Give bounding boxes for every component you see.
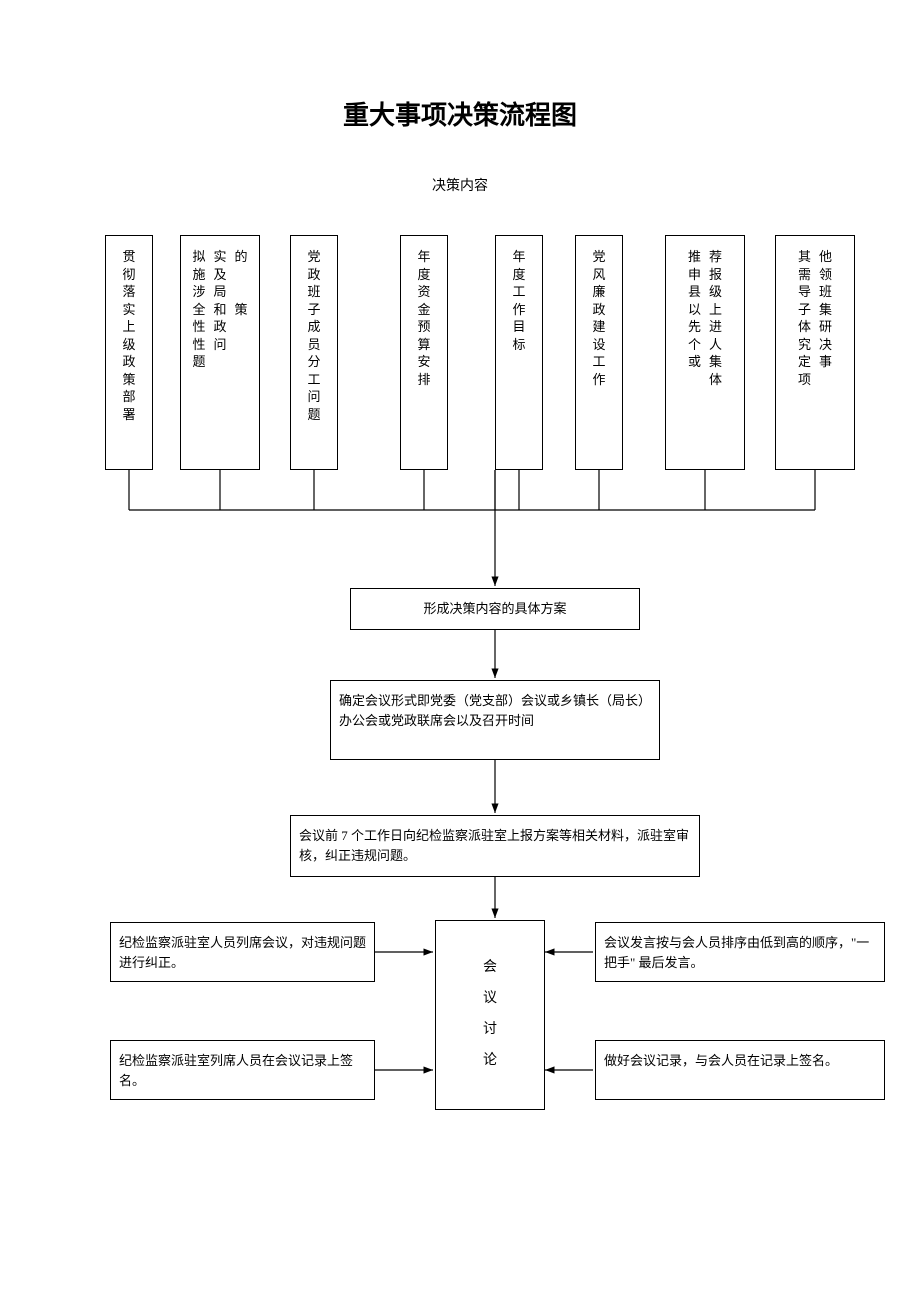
note-left-sign: 纪检监察派驻室列席人员在会议记录上签名。 (110, 1040, 375, 1100)
note-right-record: 做好会议记录，与会人员在记录上签名。 (595, 1040, 885, 1100)
note-text: 会议发言按与会人员排序由低到高的顺序，"一把手" 最后发言。 (604, 935, 869, 970)
step4-char: 论 (483, 1046, 497, 1077)
step4-char: 议 (483, 984, 497, 1015)
decision-item-4: 年度资金预算安排 (400, 235, 448, 470)
note-left-attend: 纪检监察派驻室人员列席会议，对违规问题进行纠正。 (110, 922, 375, 982)
note-text: 做好会议记录，与会人员在记录上签名。 (604, 1053, 838, 1068)
decision-item-8: 其需导子体究定项他领班集研决事 (775, 235, 855, 470)
step-form-plan: 形成决策内容的具体方案 (350, 588, 640, 630)
decision-item-3: 党政班子成员分工问题 (290, 235, 338, 470)
note-text: 纪检监察派驻室人员列席会议，对违规问题进行纠正。 (119, 935, 366, 970)
step-meeting-form: 确定会议形式即党委（党支部）会议或乡镇长（局长）办公会或党政联席会以及召开时间 (330, 680, 660, 760)
step-text: 会议前 7 个工作日向纪检监察派驻室上报方案等相关材料，派驻室审核，纠正违规问题… (299, 828, 689, 863)
subtitle: 决策内容 (0, 175, 920, 195)
decision-item-7: 推申县以先个或荐报级上进人集体 (665, 235, 745, 470)
decision-item-5: 年度工作目标 (495, 235, 543, 470)
step-text: 确定会议形式即党委（党支部）会议或乡镇长（局长）办公会或党政联席会以及召开时间 (339, 693, 651, 728)
flowchart-page: 重大事项决策流程图 决策内容 贯彻落实上级政策部署拟施涉全性性题实及局和政问的 … (0, 0, 920, 1301)
decision-item-6: 党风廉政建设工作 (575, 235, 623, 470)
step-submit-review: 会议前 7 个工作日向纪检监察派驻室上报方案等相关材料，派驻室审核，纠正违规问题… (290, 815, 700, 877)
note-text: 纪检监察派驻室列席人员在会议记录上签名。 (119, 1053, 353, 1088)
step-text: 形成决策内容的具体方案 (423, 599, 566, 619)
decision-item-1: 贯彻落实上级政策部署 (105, 235, 153, 470)
step-meeting-discuss: 会议讨论 (435, 920, 545, 1110)
step4-char: 讨 (483, 1015, 497, 1046)
note-right-order: 会议发言按与会人员排序由低到高的顺序，"一把手" 最后发言。 (595, 922, 885, 982)
step4-char: 会 (483, 953, 497, 984)
page-title: 重大事项决策流程图 (0, 95, 920, 132)
decision-item-2: 拟施涉全性性题实及局和政问的 策 (180, 235, 260, 470)
